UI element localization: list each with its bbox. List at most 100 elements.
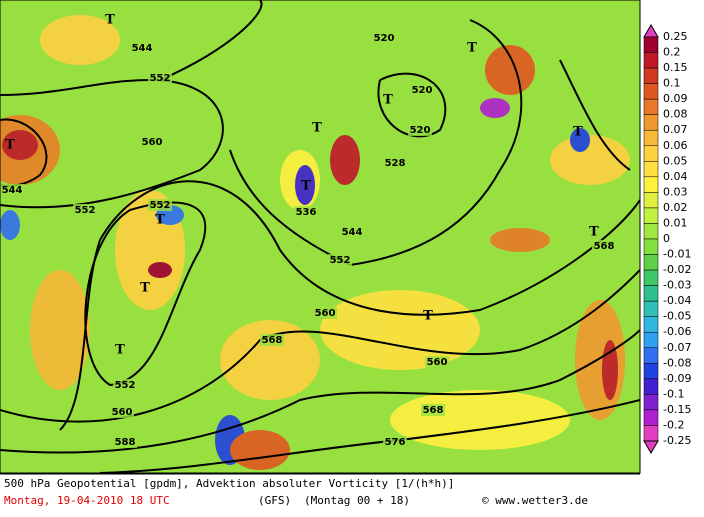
colorbar-label: 0.06 [663, 139, 688, 152]
contour-label: 544 [2, 185, 23, 196]
colorbar-label: 0.02 [663, 201, 688, 214]
low-marker: T [5, 138, 15, 153]
contour-label: 544 [342, 227, 363, 238]
contour-label-bg [313, 307, 337, 319]
colorbar-segment [643, 238, 659, 255]
colorbar-segment [643, 394, 659, 411]
colorbar-label: -0.2 [663, 418, 684, 431]
colorbar-label: 0.07 [663, 123, 688, 136]
contour-label-bg [0, 184, 24, 196]
contour-label-bg [110, 406, 134, 418]
colorbar-label: 0.04 [663, 170, 688, 183]
contour-label-bg [592, 240, 616, 252]
colorbar-label: 0.03 [663, 185, 688, 198]
colorbar-label: 0.05 [663, 154, 688, 167]
contour-label: 560 [427, 357, 448, 368]
colorbar-label: -0.08 [663, 356, 691, 369]
contour-label-bg [421, 404, 445, 416]
colorbar-segment [643, 300, 659, 317]
contour-label: 552 [150, 200, 171, 211]
colorbar-segment [643, 192, 659, 209]
colorbar-label: -0.09 [663, 372, 691, 385]
colorbar-label: -0.03 [663, 279, 691, 292]
contour-label-bg [328, 254, 352, 266]
contour-label-bg [425, 356, 449, 368]
colorbar-label: -0.02 [663, 263, 691, 276]
low-marker: T [589, 225, 599, 240]
colorbar-label: -0.1 [663, 387, 684, 400]
footer-source: © www.wetter3.de [482, 494, 588, 507]
contour-label-bg [73, 204, 97, 216]
contour-label: 560 [112, 407, 133, 418]
colorbar-segment [643, 176, 659, 193]
colorbar-segment [643, 347, 659, 364]
colorbar-segment [643, 36, 659, 53]
contour-label: 576 [385, 437, 406, 448]
footer-date: Montag, 19-04-2010 18 UTC [4, 494, 170, 507]
colorbar-label: 0.08 [663, 108, 688, 121]
low-marker: T [312, 121, 322, 136]
colorbar-segment [643, 98, 659, 115]
colorbar-segment [643, 83, 659, 100]
colorbar-label: -0.25 [663, 434, 691, 447]
low-marker: T [155, 213, 165, 228]
colorbar: 0.25 0.2 0.15 0.1 0.09 0.08 0.07 0.06 0.05 0.04 0.… [643, 24, 691, 454]
contour-label-bg [383, 436, 407, 448]
contour-label-bg [148, 72, 172, 84]
colorbar-segment [643, 207, 659, 224]
colorbar-label: 0.09 [663, 92, 688, 105]
contour-label: 588 [115, 437, 136, 448]
colorbar-segment [643, 363, 659, 380]
contour-label: 536 [296, 207, 317, 218]
contour-label: 560 [315, 308, 336, 319]
contour-label: 520 [374, 33, 395, 44]
contour-label-bg [260, 334, 284, 346]
contour-label: 544 [132, 43, 153, 54]
colorbar-label: 0 [663, 232, 670, 245]
contour-label: 552 [115, 380, 136, 391]
contour-label-bg [113, 436, 137, 448]
colorbar-segment [643, 67, 659, 84]
colorbar-label: -0.01 [663, 248, 691, 261]
contour-label-bg [294, 206, 318, 218]
low-marker: T [573, 125, 583, 140]
contour-label-bg [372, 32, 396, 44]
contour-label: 552 [75, 205, 96, 216]
map-frame [0, 0, 641, 474]
contour-label: 568 [594, 241, 615, 252]
colorbar-label: 0.15 [663, 61, 688, 74]
footer-title: 500 hPa Geopotential [gpdm], Advektion a… [4, 477, 454, 490]
contour-label-bg [410, 84, 434, 96]
contour-label: 520 [412, 85, 433, 96]
colorbar-segment [643, 145, 659, 162]
colorbar-label: 0.01 [663, 216, 688, 229]
contour-label: 552 [150, 73, 171, 84]
low-marker: T [301, 179, 311, 194]
low-marker: T [423, 309, 433, 324]
low-marker: T [105, 13, 115, 28]
colorbar-segment [643, 129, 659, 147]
colorbar-segment [643, 52, 659, 69]
colorbar-segment [643, 161, 659, 178]
contour-label-bg [140, 136, 164, 148]
low-marker: T [383, 93, 393, 108]
contour-label-bg [340, 226, 364, 238]
colorbar-segment [643, 223, 659, 240]
contour-label: 568 [423, 405, 444, 416]
colorbar-label: -0.15 [663, 403, 691, 416]
colorbar-label: -0.05 [663, 310, 691, 323]
contour-label-bg [130, 42, 154, 54]
footer-run: (Montag 00 + 18) [304, 494, 410, 507]
colorbar-label: -0.07 [663, 341, 691, 354]
colorbar-label: -0.04 [663, 294, 691, 307]
low-marker: T [115, 343, 125, 358]
contour-label: 528 [385, 158, 406, 169]
low-marker: T [467, 41, 477, 56]
contour-label: 552 [330, 255, 351, 266]
footer-model: (GFS) [258, 494, 291, 507]
colorbar-segment [643, 285, 659, 302]
colorbar-cap [643, 440, 659, 454]
colorbar-label: 0.2 [663, 46, 681, 59]
contour-label: 520 [410, 125, 431, 136]
